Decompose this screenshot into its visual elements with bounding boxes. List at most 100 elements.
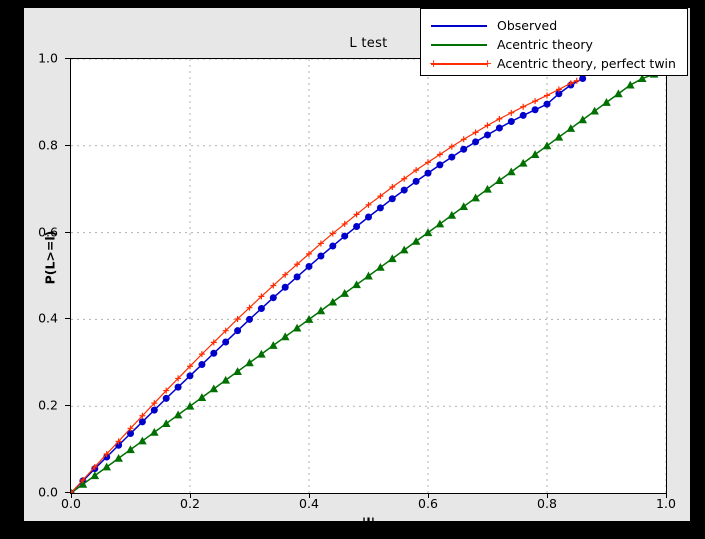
data-point — [448, 153, 456, 161]
data-point — [471, 193, 480, 202]
series-acentric-theory — [71, 67, 666, 493]
series-acentric-theory-perfect-twin — [71, 77, 580, 493]
data-point — [341, 232, 349, 240]
data-point — [329, 230, 336, 237]
legend-entry[interactable]: + + Acentric theory, perfect twin — [421, 53, 689, 75]
data-point — [163, 387, 170, 394]
data-point — [460, 136, 467, 143]
data-point — [399, 245, 409, 254]
series-line — [71, 77, 584, 493]
data-point — [174, 383, 182, 391]
x-axis-tick-labels: 0.0 0.2 0.4 0.6 0.8 1.0 — [61, 494, 676, 518]
data-point — [388, 195, 396, 203]
legend-plus-marker-icon: + — [429, 57, 439, 70]
data-point — [435, 219, 445, 228]
data-point — [234, 315, 241, 322]
data-point — [377, 193, 384, 200]
data-point — [352, 280, 361, 289]
y-tick-label: 0.6 — [38, 224, 58, 240]
x-tick-mark — [190, 493, 191, 498]
y-tick-label: 0.2 — [38, 397, 58, 413]
data-point — [91, 463, 98, 470]
data-point — [257, 305, 265, 313]
data-point — [614, 89, 623, 98]
data-point — [198, 351, 205, 358]
data-point — [149, 427, 159, 436]
data-point — [495, 124, 503, 132]
figure-canvas: L test P(L>=l) |l| 0.0 0.2 0.4 0.6 0.8 1.0 0.… — [24, 8, 690, 530]
data-point — [567, 80, 574, 87]
data-point — [222, 338, 230, 346]
data-point — [209, 384, 219, 393]
legend-label: Observed — [497, 18, 558, 33]
data-point — [222, 327, 229, 334]
x-tick-label: 0.2 — [180, 496, 200, 511]
data-point — [472, 138, 480, 146]
legend-entry[interactable]: Acentric theory — [421, 34, 689, 56]
data-point — [573, 77, 580, 84]
data-point — [365, 201, 372, 208]
data-point — [198, 361, 206, 369]
data-point — [187, 363, 193, 370]
data-point — [294, 261, 301, 268]
x-tick-mark — [71, 493, 72, 498]
data-point — [376, 204, 384, 212]
data-point — [387, 254, 397, 263]
data-point — [566, 124, 576, 132]
data-point — [210, 339, 217, 346]
data-point — [341, 220, 348, 227]
data-point — [518, 158, 528, 167]
data-point — [448, 143, 455, 150]
data-point — [543, 100, 551, 108]
data-point — [90, 471, 100, 480]
data-point — [578, 115, 588, 124]
x-tick-label: 0.0 — [61, 496, 81, 511]
data-point — [185, 401, 195, 410]
data-point — [411, 236, 421, 245]
data-point — [114, 453, 123, 462]
data-point — [353, 223, 361, 231]
data-point — [257, 349, 266, 358]
series-line — [71, 80, 577, 493]
data-point — [602, 98, 611, 106]
data-point — [555, 86, 562, 93]
legend[interactable]: Observed Acentric theory + + Acentric theory… — [420, 8, 688, 76]
data-point — [472, 129, 479, 136]
data-point — [281, 283, 289, 291]
data-point — [305, 262, 313, 270]
legend-line-swatch — [431, 25, 487, 27]
legend-plus-marker-icon: + — [483, 57, 493, 70]
data-point — [173, 410, 183, 419]
data-point — [590, 106, 599, 115]
data-point — [483, 184, 492, 193]
data-point — [127, 425, 134, 432]
data-point — [520, 103, 527, 110]
x-axis-label: |l| — [361, 515, 376, 530]
y-tick-mark — [65, 58, 70, 59]
plot-area — [70, 58, 667, 494]
legend-line-swatch — [431, 44, 487, 46]
x-tick-mark — [309, 493, 310, 498]
legend-entry[interactable]: Observed — [421, 15, 689, 37]
data-point — [210, 349, 218, 357]
x-tick-label: 0.6 — [418, 496, 438, 511]
data-point — [401, 175, 408, 182]
series-line — [71, 71, 666, 493]
data-point — [423, 228, 433, 237]
data-point — [530, 150, 540, 158]
data-point — [127, 430, 134, 438]
data-point — [175, 375, 182, 382]
data-point — [425, 159, 431, 166]
data-point — [79, 476, 86, 483]
data-point — [506, 167, 516, 176]
data-point — [162, 394, 170, 402]
data-point — [293, 273, 301, 281]
x-tick-mark — [428, 493, 429, 498]
x-tick-label: 0.4 — [299, 496, 319, 511]
data-point — [376, 262, 385, 271]
data-point — [496, 115, 503, 122]
data-point — [292, 323, 302, 332]
x-tick-mark — [547, 493, 548, 498]
data-point — [637, 74, 647, 82]
